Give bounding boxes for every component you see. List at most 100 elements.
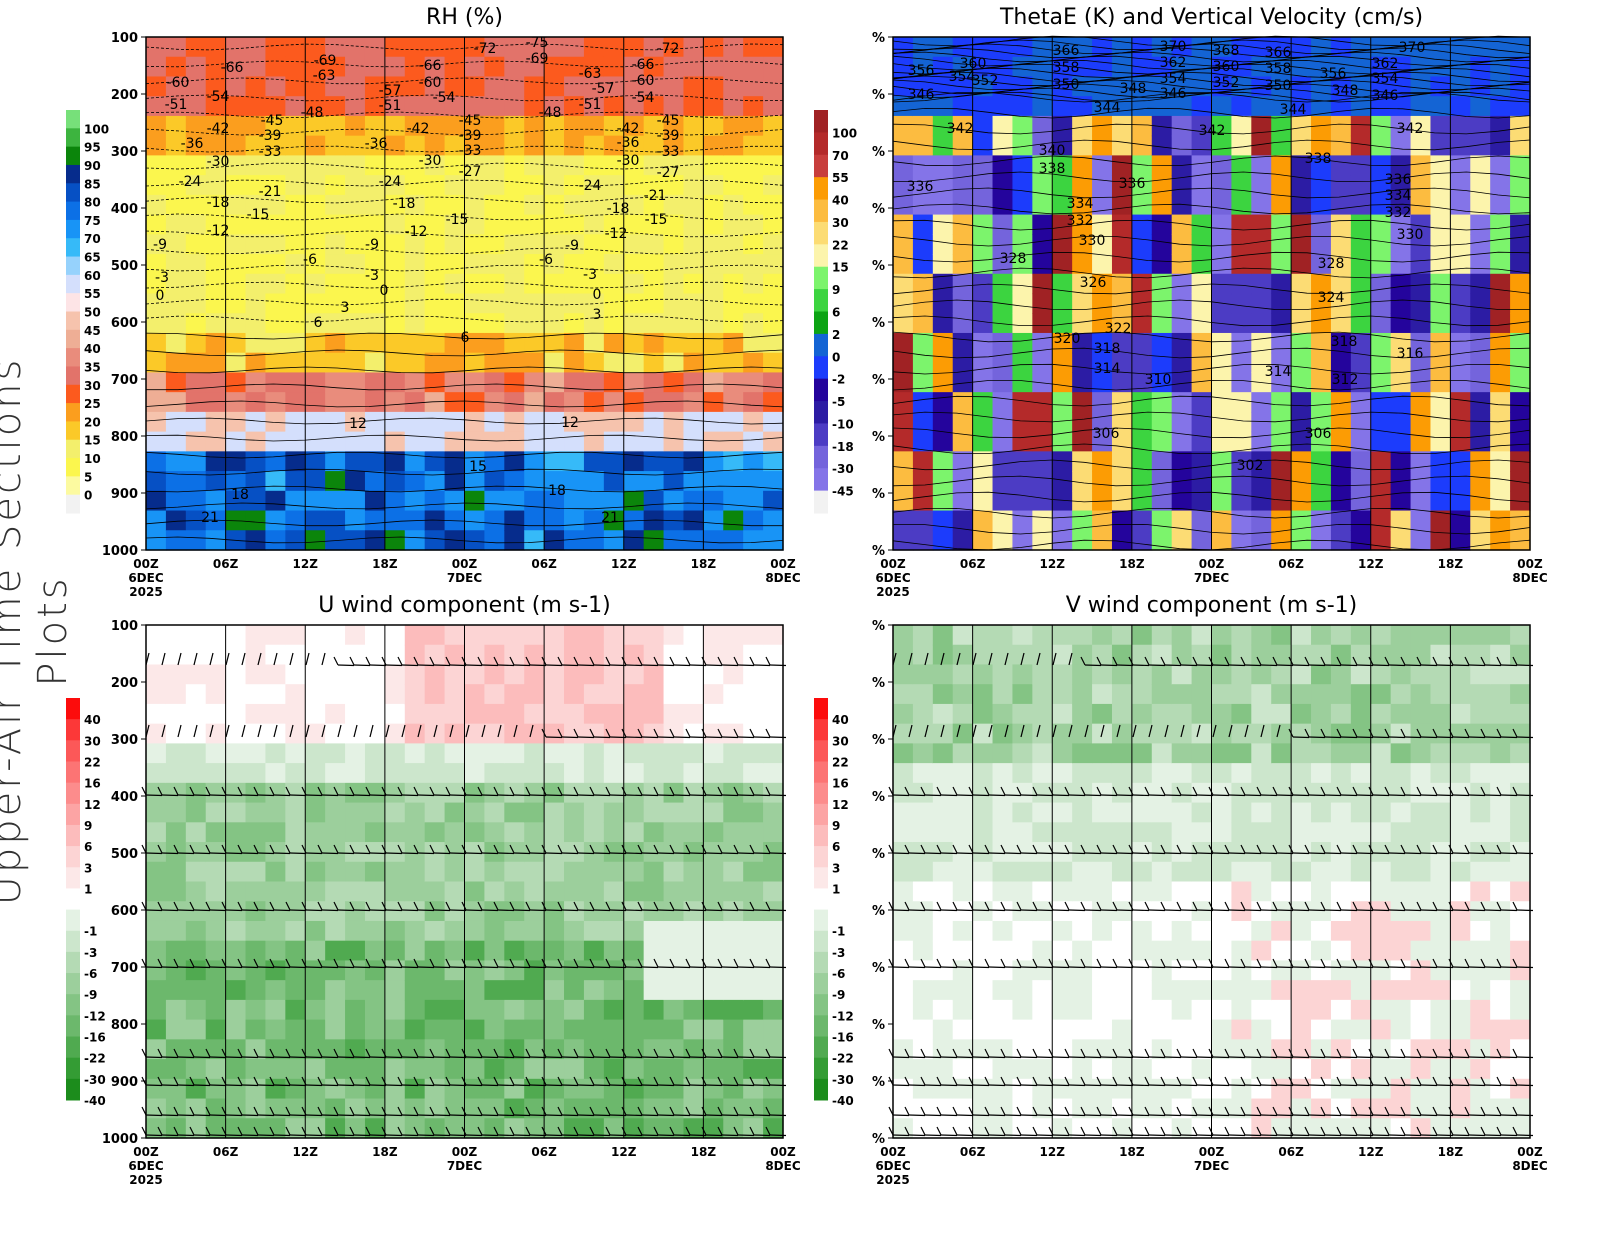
contour-cell — [1291, 1078, 1312, 1100]
contour-cell — [384, 1059, 406, 1080]
contour-cell — [205, 802, 227, 823]
contour-cell — [384, 214, 406, 235]
wind-barb — [573, 901, 579, 911]
contour-cell — [404, 490, 426, 512]
contour-cell — [524, 155, 545, 176]
contour-cell — [384, 451, 406, 472]
wind-barb — [657, 966, 675, 969]
wind-barb — [1496, 1048, 1502, 1058]
contour-cell — [912, 273, 934, 295]
wind-barb — [1372, 736, 1390, 739]
contour-cell — [205, 861, 227, 883]
wind-barb — [557, 901, 563, 911]
contour-cell — [1171, 96, 1193, 117]
contour-cell — [1131, 1078, 1153, 1100]
contour-cell — [1430, 175, 1451, 196]
contour-cell — [285, 471, 306, 492]
contour-cell — [225, 881, 247, 902]
contour-cell — [703, 1019, 724, 1040]
contour-cell — [663, 684, 685, 705]
contour-cell — [165, 392, 187, 413]
contour-cell — [683, 999, 704, 1021]
contour-cell — [893, 842, 914, 863]
contour-cell — [564, 940, 585, 962]
wind-barb — [1000, 958, 1006, 968]
contour-cell — [1410, 194, 1432, 216]
wind-barb — [1388, 852, 1406, 855]
contour-cell — [663, 392, 685, 413]
contour-cell — [1131, 175, 1153, 196]
contour-cell — [524, 372, 545, 393]
wind-barb — [321, 1134, 339, 1137]
contour-cell — [464, 960, 486, 981]
contour-cell — [185, 881, 207, 902]
contour-cell — [245, 530, 267, 551]
contour-cell — [1490, 625, 1511, 646]
contour-cell — [544, 999, 565, 1021]
wind-barb — [561, 1084, 579, 1087]
contour-cell — [1231, 940, 1252, 962]
contour-cell — [245, 56, 267, 78]
wind-barb — [509, 1076, 515, 1086]
contour-cell — [1291, 254, 1312, 275]
contour-cell — [1470, 352, 1491, 374]
wind-barb — [1160, 901, 1166, 911]
y-tick-label: % — [872, 259, 885, 274]
wind-barb — [545, 966, 563, 969]
wind-barb — [1084, 966, 1102, 969]
contour-cell — [1450, 135, 1471, 156]
contour-cell — [484, 999, 505, 1021]
contour-cell — [1311, 56, 1332, 78]
colorbar-label: 20 — [84, 415, 101, 429]
contour-cell — [603, 625, 625, 646]
contour-cell — [1271, 214, 1292, 235]
contour-cell — [972, 332, 994, 354]
wind-barb — [321, 966, 339, 969]
contour-cell — [384, 625, 406, 646]
contour-cell — [623, 802, 645, 823]
contour-cell — [1450, 920, 1471, 942]
wind-barb — [920, 844, 926, 854]
contour-cell — [743, 644, 764, 666]
contour-cell — [1291, 664, 1312, 685]
wind-barb — [349, 1106, 355, 1116]
contour-cell — [384, 411, 406, 433]
contour-cell — [1171, 313, 1193, 334]
contour-cell — [583, 684, 605, 705]
contour-cell — [932, 1059, 954, 1080]
wind-barb — [257, 909, 275, 912]
wind-barb — [1256, 844, 1262, 854]
contour-cell — [723, 56, 744, 78]
contour-cell — [1251, 625, 1272, 646]
contour-cell — [1450, 743, 1471, 764]
contour-cell — [384, 392, 406, 413]
wind-barb — [209, 909, 227, 912]
contour-cell — [1450, 392, 1471, 413]
contour-cell — [1131, 861, 1153, 883]
contour-cell — [1032, 802, 1053, 823]
contour-cell — [1171, 664, 1193, 685]
x-tick-label: 06Z — [531, 1145, 557, 1159]
contour-cell — [1490, 1098, 1511, 1119]
contour-cell — [1191, 254, 1213, 275]
contour-cell — [1072, 664, 1093, 685]
contour-cell — [185, 1118, 207, 1139]
contour-cell — [952, 1059, 974, 1080]
wind-barb — [337, 664, 355, 667]
contour-cell — [146, 96, 167, 117]
wind-barb — [1212, 1084, 1230, 1087]
wind-barb — [497, 664, 515, 667]
contour-cell — [683, 723, 704, 744]
contour-cell — [305, 920, 326, 942]
wind-barb — [173, 901, 179, 911]
contour-cell — [1390, 763, 1412, 784]
contour-cell — [404, 115, 426, 137]
contour-cell — [1330, 115, 1352, 137]
wind-barb — [305, 1114, 323, 1117]
contour-cell — [643, 293, 665, 314]
contour-cell — [643, 644, 665, 666]
contour-cell — [1211, 293, 1233, 314]
wind-barb — [1196, 724, 1201, 738]
contour-cell — [444, 293, 466, 314]
contour-cell — [544, 56, 565, 78]
